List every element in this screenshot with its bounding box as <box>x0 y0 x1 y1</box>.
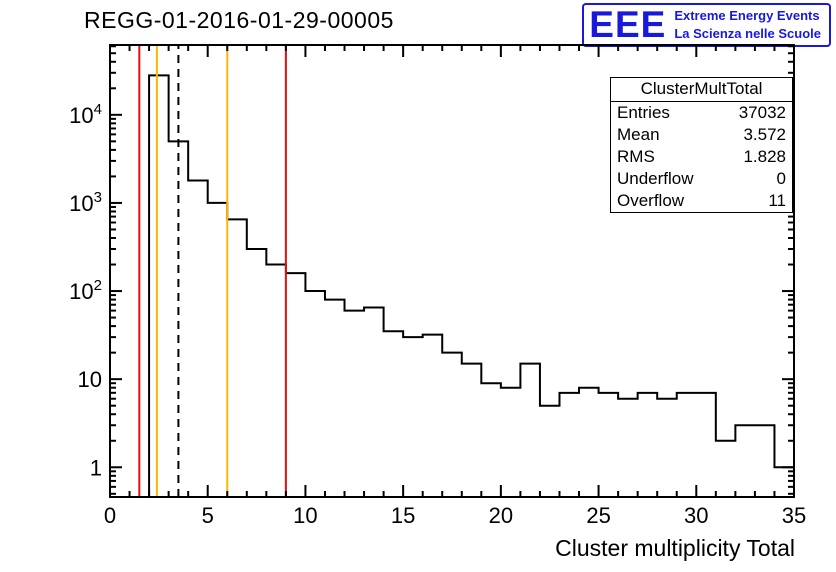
x-tick-label: 0 <box>104 503 116 528</box>
stats-label: Mean <box>617 125 660 144</box>
x-tick-label: 30 <box>684 503 708 528</box>
y-tick-label: 102 <box>69 277 102 304</box>
stats-label: Overflow <box>617 191 685 210</box>
x-tick-label: 15 <box>391 503 415 528</box>
eee-logo-acronym: EEE <box>589 4 667 45</box>
y-tick-label: 1 <box>90 455 102 480</box>
eee-logo-line2: La Scienza nelle Scuole <box>674 25 821 41</box>
plot-title: REGG-01-2016-01-29-00005 <box>84 7 394 33</box>
stats-value: 1.828 <box>743 147 786 166</box>
y-tick-label: 10 <box>78 367 102 392</box>
stats-label: Entries <box>617 103 670 122</box>
stats-row-underflow: Underflow 0 <box>611 168 792 190</box>
stats-value: 3.572 <box>743 125 786 144</box>
stats-row-mean: Mean 3.572 <box>611 124 792 146</box>
plot-frame <box>109 44 795 498</box>
stats-row-entries: Entries 37032 <box>611 102 792 124</box>
eee-logo-line1: Extreme Energy Events <box>674 7 820 23</box>
x-tick-label: 20 <box>489 503 513 528</box>
stats-title: ClusterMultTotal <box>611 78 792 102</box>
eee-logo-text: Extreme Energy Events La Scienza nelle S… <box>674 7 821 42</box>
x-tick-label: 35 <box>782 503 806 528</box>
stats-label: RMS <box>617 147 655 166</box>
y-tick-label: 104 <box>69 101 102 128</box>
stats-value: 0 <box>776 169 786 188</box>
x-axis-title: Cluster multiplicity Total <box>555 535 795 561</box>
stats-label: Underflow <box>617 169 694 188</box>
stats-value: 37032 <box>738 103 786 122</box>
x-tick-label: 5 <box>202 503 214 528</box>
x-tick-label: 25 <box>586 503 610 528</box>
stats-row-rms: RMS 1.828 <box>611 146 792 168</box>
stats-value: 11 <box>768 191 786 210</box>
stats-row-overflow: Overflow 11 <box>611 190 792 212</box>
y-tick-label: 103 <box>69 189 102 216</box>
stats-box: ClusterMultTotal Entries 37032 Mean 3.57… <box>610 77 793 213</box>
x-tick-label: 10 <box>293 503 317 528</box>
eee-logo: EEE Extreme Energy Events La Scienza nel… <box>582 3 831 47</box>
